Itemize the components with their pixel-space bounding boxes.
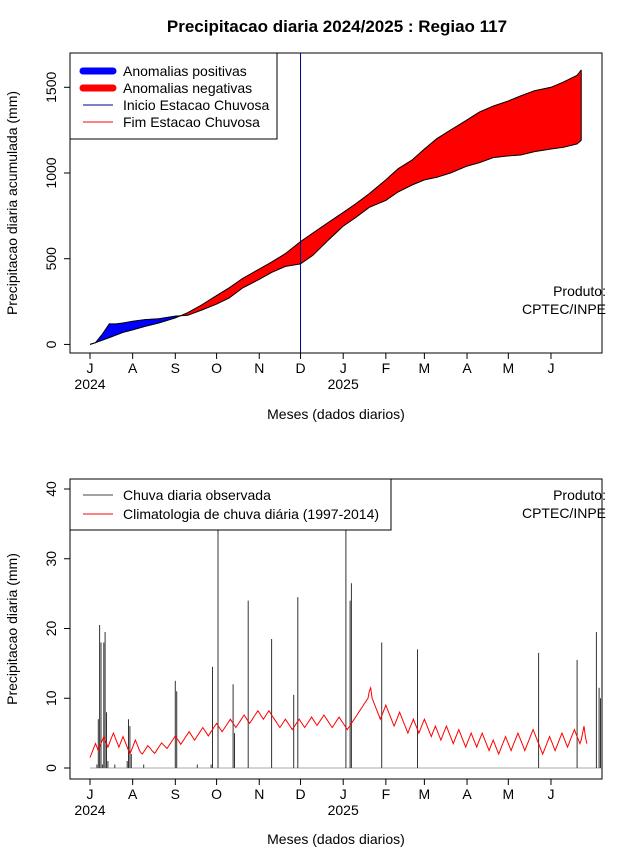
bottom-month-tick-label: J [87,786,94,802]
bottom-month-tick-label: S [171,786,180,802]
bottom-month-tick-label: M [419,786,431,802]
credit-label-bottom-1: Produto: [553,487,606,503]
negative-anomaly-area [326,211,344,243]
bottom-y-tick-label: 0 [43,764,59,772]
legend-entry-positive: Anomalias positivas [123,63,247,79]
top-month-tick-label: J [547,360,554,376]
negative-anomaly-area [576,69,582,145]
top-month-tick-label: O [211,360,222,376]
top-month-tick-label: D [295,360,305,376]
bottom-month-tick-label: O [211,786,222,802]
top-year-label: 2025 [328,376,359,392]
top-month-tick-label: A [462,360,472,376]
credit-label-top-1: Produto: [553,283,606,299]
negative-anomaly-area [466,111,480,167]
legend-entry-observed: Chuva diaria observada [123,487,271,503]
top-y-axis-label: Precipitacao diaria acumulada (mm) [4,91,20,315]
climatology-daily-line [89,685,588,758]
top-legend: Anomalias positivas Anomalias negativas … [69,52,278,140]
negative-anomaly-area [355,192,370,219]
bottom-month-tick-label: J [340,786,347,802]
top-y-tick-label: 500 [43,247,59,271]
cumulative-lines [89,53,582,353]
top-month-tick-label: A [128,360,138,376]
top-month-tick-label: J [87,360,94,376]
credit-label-top-2: CPTEC/INPE [522,301,606,317]
credit-label-bottom-2: CPTEC/INPE [522,505,606,521]
top-month-tick-label: M [502,360,514,376]
bottom-month-tick-label: A [128,786,138,802]
top-y-tick-label: 1500 [43,72,59,103]
negative-anomaly-area [342,203,356,227]
negative-anomaly-area [285,240,301,267]
top-month-tick-label: M [419,360,431,376]
top-y-tick-label: 1000 [43,157,59,188]
negative-anomaly-area [563,74,578,148]
negative-anomaly-area [450,119,468,174]
legend-entry-start: Inicio Estacao Chuvosa [123,97,270,113]
negative-anomaly-area [216,287,230,305]
bottom-y-tick-label: 30 [43,551,59,567]
bottom-y-axis-label: Precipitacao diaria (mm) [4,553,20,705]
negative-anomaly-area [479,105,494,164]
negative-anomaly-area [258,261,272,280]
bottom-month-tick-label: M [502,786,514,802]
legend-entry-climatology: Climatologia de chuva diária (1997-2014) [123,506,379,522]
climatology-line-group [89,685,588,758]
top-month-tick-label: F [382,360,391,376]
legend-entry-end: Fim Estacao Chuvosa [123,114,260,130]
bottom-year-label: 2024 [74,802,105,818]
top-month-tick-label: S [171,360,180,376]
negative-anomaly-area [534,86,552,152]
bottom-month-tick-label: F [382,786,391,802]
negative-anomaly-area [228,277,243,299]
bottom-y-tick-label: 20 [43,621,59,637]
bottom-year-label: 2025 [328,802,359,818]
top-legend-box [69,52,278,140]
negative-anomaly-area [368,179,387,208]
bottom-y-tick-label: 10 [43,690,59,706]
legend-entry-negative: Anomalias negativas [123,80,252,96]
top-month-tick-label: N [254,360,264,376]
bottom-month-tick-label: N [254,786,264,802]
bottom-month-tick-label: A [462,786,472,802]
climatology-cumulative-line [89,69,582,345]
top-y-tick-label: 0 [43,340,59,348]
bottom-month-tick-label: D [295,786,305,802]
negative-anomaly-area [507,95,522,157]
bottom-y-tick-label: 40 [43,481,59,497]
observed-cumulative-line [89,140,582,345]
top-x-axis-label: Meses (dados diarios) [267,406,405,422]
negative-anomaly-area [242,268,260,289]
negative-anomaly-area [520,90,535,156]
top-year-label: 2024 [74,376,105,392]
negative-anomaly-area [201,295,217,311]
bottom-x-axis-label: Meses (dados diarios) [267,831,405,847]
top-month-tick-label: J [340,360,347,376]
negative-anomaly-area [550,81,564,150]
chart-title: Precipitacao diaria 2024/2025 : Regiao 1… [167,17,507,36]
bottom-legend-box [69,478,392,531]
bottom-legend: Chuva diaria observada Climatologia de c… [69,478,392,531]
negative-anomaly-area [424,138,438,181]
bottom-month-tick-label: J [547,786,554,802]
observed-daily-bars [90,520,602,769]
negative-anomaly-area [492,100,509,158]
